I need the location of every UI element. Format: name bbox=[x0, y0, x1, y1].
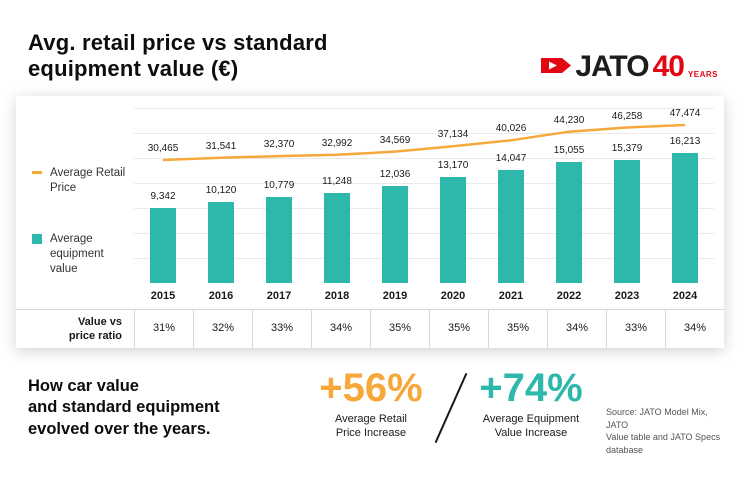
page-title: Avg. retail price vs standard equipment … bbox=[28, 30, 328, 82]
retail-increase-stat: +56% Average Retail Price Increase bbox=[316, 368, 426, 441]
year-label: 2016 bbox=[208, 290, 234, 302]
equipment-bar bbox=[324, 193, 350, 283]
year-label: 2018 bbox=[324, 290, 350, 302]
equipment-bar bbox=[614, 160, 640, 283]
year-label: 2019 bbox=[382, 290, 408, 302]
retail-value-label: 31,541 bbox=[205, 140, 237, 152]
logo-anniversary-number: 40 bbox=[652, 50, 685, 83]
title-line-2: equipment value (€) bbox=[28, 55, 239, 81]
retail-value-label: 46,258 bbox=[611, 110, 643, 122]
year-label: 2022 bbox=[556, 290, 582, 302]
jato-logo: JATO 40 YEARS bbox=[541, 50, 718, 83]
year-label: 2023 bbox=[614, 290, 640, 302]
ratio-row: Value vs price ratio 31% 32% 33% 34% 35% 35% 3… bbox=[16, 309, 724, 348]
year-label: 2021 bbox=[498, 290, 524, 302]
equipment-value-label: 15,379 bbox=[611, 143, 643, 154]
retail-value-label: 32,370 bbox=[263, 139, 295, 151]
ratio-cell: 33% bbox=[252, 310, 311, 348]
equipment-bar bbox=[150, 208, 176, 283]
retail-line-marker-icon bbox=[32, 171, 42, 174]
year-label: 2024 bbox=[672, 290, 698, 302]
retail-price-line bbox=[162, 123, 686, 162]
equipment-increase-caption: Average Equipment Value Increase bbox=[482, 413, 580, 440]
retail-value-label: 32,992 bbox=[321, 137, 353, 149]
ratio-cell: 31% bbox=[134, 310, 193, 348]
retail-value-label: 47,474 bbox=[669, 108, 701, 119]
jato-arrow-icon bbox=[541, 57, 572, 73]
ratio-cell: 35% bbox=[370, 310, 429, 348]
year-label: 2020 bbox=[440, 290, 466, 302]
equipment-value-label: 10,120 bbox=[205, 185, 237, 196]
ratio-cell: 33% bbox=[606, 310, 665, 348]
jato-brand-text: JATO bbox=[575, 50, 649, 83]
ratio-cell: 35% bbox=[429, 310, 488, 348]
retail-increase-caption: Average Retail Price Increase bbox=[335, 413, 407, 440]
equipment-increase-stat: +74% Average Equipment Value Increase bbox=[466, 368, 596, 441]
equipment-value-label: 14,047 bbox=[495, 153, 527, 164]
year-label: 2015 bbox=[150, 290, 176, 302]
ratio-cell: 34% bbox=[311, 310, 370, 348]
equipment-bar-marker-icon bbox=[32, 234, 42, 244]
footer-headline: How car value and standard equipment evo… bbox=[28, 377, 220, 438]
equipment-bar bbox=[208, 202, 234, 283]
year-label: 2017 bbox=[266, 290, 292, 302]
chart-card: Average Retail Price Average equipment v… bbox=[16, 96, 724, 348]
title-line-1: Avg. retail price vs standard bbox=[28, 30, 328, 55]
equipment-value-label: 16,213 bbox=[669, 136, 701, 147]
year-axis: 2015 2016 2017 2018 2019 2020 2021 2022 2023 2024 bbox=[134, 287, 714, 307]
equipment-bar bbox=[672, 153, 698, 283]
retail-value-label: 40,026 bbox=[495, 123, 527, 135]
equipment-bar bbox=[382, 186, 408, 283]
equipment-value-label: 12,036 bbox=[379, 169, 411, 180]
plot-area: 9,342 30,465 10,120 31,541 10,779 32,370 11,24… bbox=[134, 108, 714, 283]
equipment-bar bbox=[266, 197, 292, 283]
retail-value-label: 37,134 bbox=[437, 129, 469, 141]
legend-retail-label: Average Retail Price bbox=[50, 167, 126, 194]
ratio-label: Value vs price ratio bbox=[68, 316, 122, 342]
equipment-bar bbox=[556, 162, 582, 283]
retail-increase-value: +56% bbox=[319, 366, 423, 410]
equipment-increase-value: +74% bbox=[479, 366, 583, 410]
ratio-cell: 32% bbox=[193, 310, 252, 348]
equipment-value-label: 10,779 bbox=[263, 180, 295, 191]
legend-equipment-value: Average equipment value bbox=[32, 232, 132, 277]
retail-value-label: 34,569 bbox=[379, 134, 411, 146]
equipment-value-label: 15,055 bbox=[553, 145, 585, 156]
equipment-value-label: 9,342 bbox=[150, 191, 176, 202]
divider-slash bbox=[434, 372, 468, 444]
ratio-cell: 35% bbox=[488, 310, 547, 348]
logo-anniversary-label: YEARS bbox=[687, 69, 718, 79]
legend-retail-price: Average Retail Price bbox=[32, 166, 132, 196]
ratio-cell: 34% bbox=[547, 310, 606, 348]
source-note: Source: JATO Model Mix, JATO Value table… bbox=[606, 407, 721, 455]
equipment-value-label: 11,248 bbox=[322, 176, 352, 187]
retail-value-label: 30,465 bbox=[147, 143, 179, 154]
ratio-cell: 34% bbox=[665, 310, 724, 348]
equipment-bar bbox=[498, 170, 524, 283]
equipment-value-label: 13,170 bbox=[437, 160, 469, 171]
equipment-bar bbox=[440, 177, 466, 283]
legend-equipment-label: Average equipment value bbox=[50, 233, 104, 275]
retail-value-label: 44,230 bbox=[553, 114, 585, 126]
